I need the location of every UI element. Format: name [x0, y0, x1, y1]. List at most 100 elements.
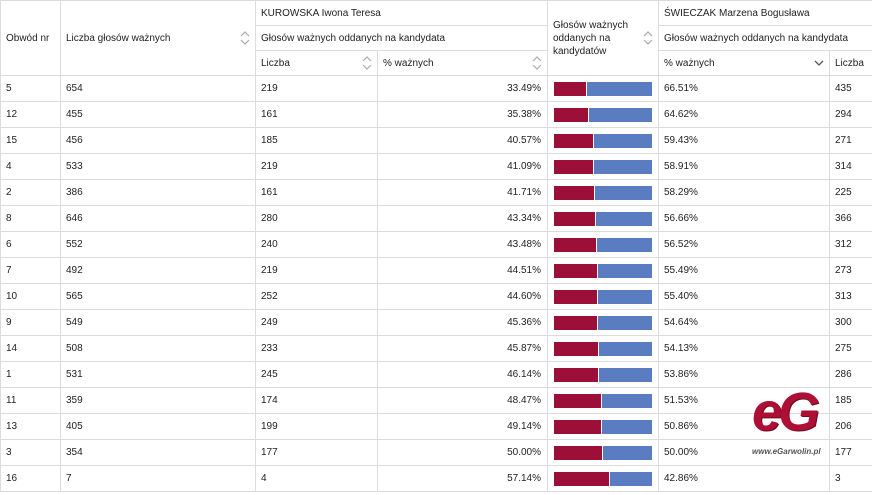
vote-share-bar-cell [547, 309, 659, 336]
c1-liczba-cell: 219 [255, 153, 378, 180]
table-row: 4 533 219 41.09% 58.91% 314 [0, 153, 872, 180]
bar-segment-candidate-1 [554, 471, 610, 486]
obwod-cell: 1 [0, 361, 61, 388]
vote-share-bar-cell [547, 413, 659, 440]
liczba-glosow-cell: 7 [60, 465, 256, 492]
bar-segment-candidate-1 [554, 211, 597, 226]
c1-liczba-cell: 280 [255, 205, 378, 232]
c1-pct-cell: 40.57% [377, 127, 548, 154]
bar-segment-candidate-2 [603, 445, 652, 460]
vote-share-bar [554, 237, 652, 252]
col-header-obwod[interactable]: Obwód nr [0, 0, 61, 76]
vote-share-bar [554, 263, 652, 278]
c2-pct-cell: 58.91% [658, 153, 830, 180]
obwod-cell: 15 [0, 127, 61, 154]
bar-segment-candidate-1 [554, 133, 594, 148]
liczba-glosow-cell: 386 [60, 179, 256, 206]
c1-pct-cell: 35.38% [377, 101, 548, 128]
table-row: 6 552 240 43.48% 56.52% 312 [0, 231, 872, 258]
c1-liczba-cell: 174 [255, 387, 378, 414]
sort-desc-icon[interactable] [814, 55, 824, 71]
col-header-c1-pct[interactable]: % ważnych [377, 50, 548, 76]
c2-liczba-cell: 366 [829, 205, 872, 232]
c2-liczba-cell: 294 [829, 101, 872, 128]
c2-liczba-cell: 271 [829, 127, 872, 154]
c2-liczba-cell: 177 [829, 439, 872, 466]
liczba-glosow-cell: 508 [60, 335, 256, 362]
c1-pct-cell: 57.14% [377, 465, 548, 492]
bar-segment-candidate-2 [594, 185, 652, 200]
c2-liczba-cell: 185 [829, 387, 872, 414]
vote-share-bar [554, 211, 652, 226]
c2-liczba-cell: 275 [829, 335, 872, 362]
c1-liczba-cell: 245 [255, 361, 378, 388]
c2-pct-cell: 56.66% [658, 205, 830, 232]
vote-share-bar [554, 367, 652, 382]
vote-share-bar-cell [547, 465, 659, 492]
vote-share-bar-cell [547, 335, 659, 362]
table-row: 16 7 4 57.14% 42.86% 3 [0, 465, 872, 492]
c1-pct-cell: 48.47% [377, 387, 548, 414]
c2-liczba-cell: 3 [829, 465, 872, 492]
c1-pct-cell: 44.60% [377, 283, 548, 310]
col-header-bar[interactable]: Głosów ważnych oddanych na kandydatów [547, 0, 659, 76]
vote-share-bar [554, 445, 652, 460]
liczba-glosow-cell: 654 [60, 75, 256, 102]
obwod-cell: 7 [0, 257, 61, 284]
c2-pct-cell: 54.64% [658, 309, 830, 336]
col-header-c2-pct[interactable]: % ważnych [658, 50, 830, 76]
bar-segment-candidate-1 [554, 315, 599, 330]
bar-segment-candidate-2 [586, 81, 652, 96]
c1-liczba-cell: 4 [255, 465, 378, 492]
c1-pct-cell: 41.09% [377, 153, 548, 180]
sort-icon[interactable] [240, 30, 250, 46]
table-row: 5 654 219 33.49% 66.51% 435 [0, 75, 872, 102]
col-header-c2-liczba[interactable]: Liczba [829, 50, 872, 76]
c2-liczba-cell: 225 [829, 179, 872, 206]
sort-icon[interactable] [532, 55, 542, 71]
candidate-1-subheader: Głosów ważnych oddanych na kandydata [255, 25, 548, 51]
vote-share-bar [554, 133, 652, 148]
liczba-glosow-cell: 492 [60, 257, 256, 284]
c1-pct-cell: 49.14% [377, 413, 548, 440]
bar-segment-candidate-2 [596, 211, 652, 226]
liczba-glosow-cell: 405 [60, 413, 256, 440]
obwod-cell: 13 [0, 413, 61, 440]
table-row: 7 492 219 44.51% 55.49% 273 [0, 257, 872, 284]
c2-liczba-cell: 206 [829, 413, 872, 440]
c1-liczba-cell: 252 [255, 283, 378, 310]
c1-pct-cell: 44.51% [377, 257, 548, 284]
c1-liczba-cell: 249 [255, 309, 378, 336]
table-row: 2 386 161 41.71% 58.29% 225 [0, 179, 872, 206]
vote-share-bar-cell [547, 75, 659, 102]
c2-liczba-cell: 312 [829, 231, 872, 258]
c1-liczba-cell: 161 [255, 101, 378, 128]
c1-pct-cell: 33.49% [377, 75, 548, 102]
c2-pct-cell: 56.52% [658, 231, 830, 258]
obwod-cell: 10 [0, 283, 61, 310]
bar-segment-candidate-1 [554, 159, 595, 174]
sort-icon[interactable] [362, 55, 372, 71]
col-header-liczba-glosow[interactable]: Liczba głosów ważnych [60, 0, 256, 76]
vote-share-bar [554, 185, 652, 200]
obwod-cell: 11 [0, 387, 61, 414]
c1-pct-cell: 45.87% [377, 335, 548, 362]
c2-pct-cell: 51.53% [658, 387, 830, 414]
obwod-cell: 5 [0, 75, 61, 102]
bar-segment-candidate-2 [598, 315, 652, 330]
bar-segment-candidate-2 [597, 263, 652, 278]
liczba-glosow-cell: 359 [60, 387, 256, 414]
col-header-c1-liczba[interactable]: Liczba [255, 50, 378, 76]
sort-icon[interactable] [643, 30, 653, 46]
obwod-cell: 6 [0, 231, 61, 258]
c2-liczba-cell: 314 [829, 153, 872, 180]
bar-segment-candidate-1 [554, 445, 603, 460]
bar-segment-candidate-1 [554, 289, 598, 304]
c2-pct-cell: 42.86% [658, 465, 830, 492]
liczba-glosow-cell: 549 [60, 309, 256, 336]
c2-pct-cell: 50.00% [658, 439, 830, 466]
vote-share-bar-cell [547, 153, 659, 180]
c1-liczba-cell: 219 [255, 75, 378, 102]
liczba-glosow-cell: 552 [60, 231, 256, 258]
table-row: 1 531 245 46.14% 53.86% 286 [0, 361, 872, 388]
